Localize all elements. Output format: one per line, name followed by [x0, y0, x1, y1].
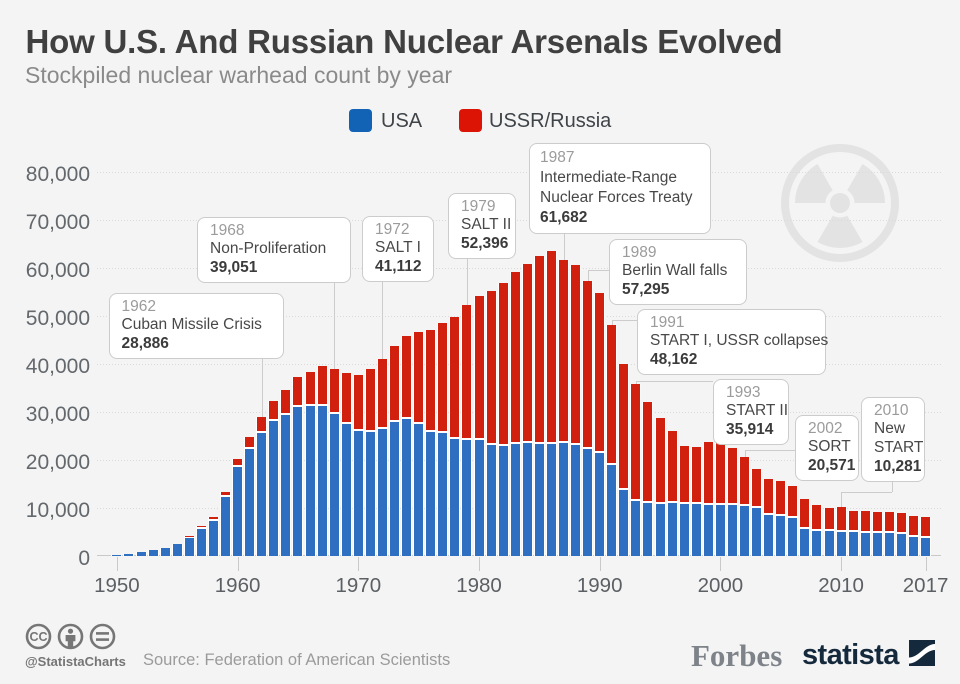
svg-text:CC: CC	[29, 630, 47, 644]
